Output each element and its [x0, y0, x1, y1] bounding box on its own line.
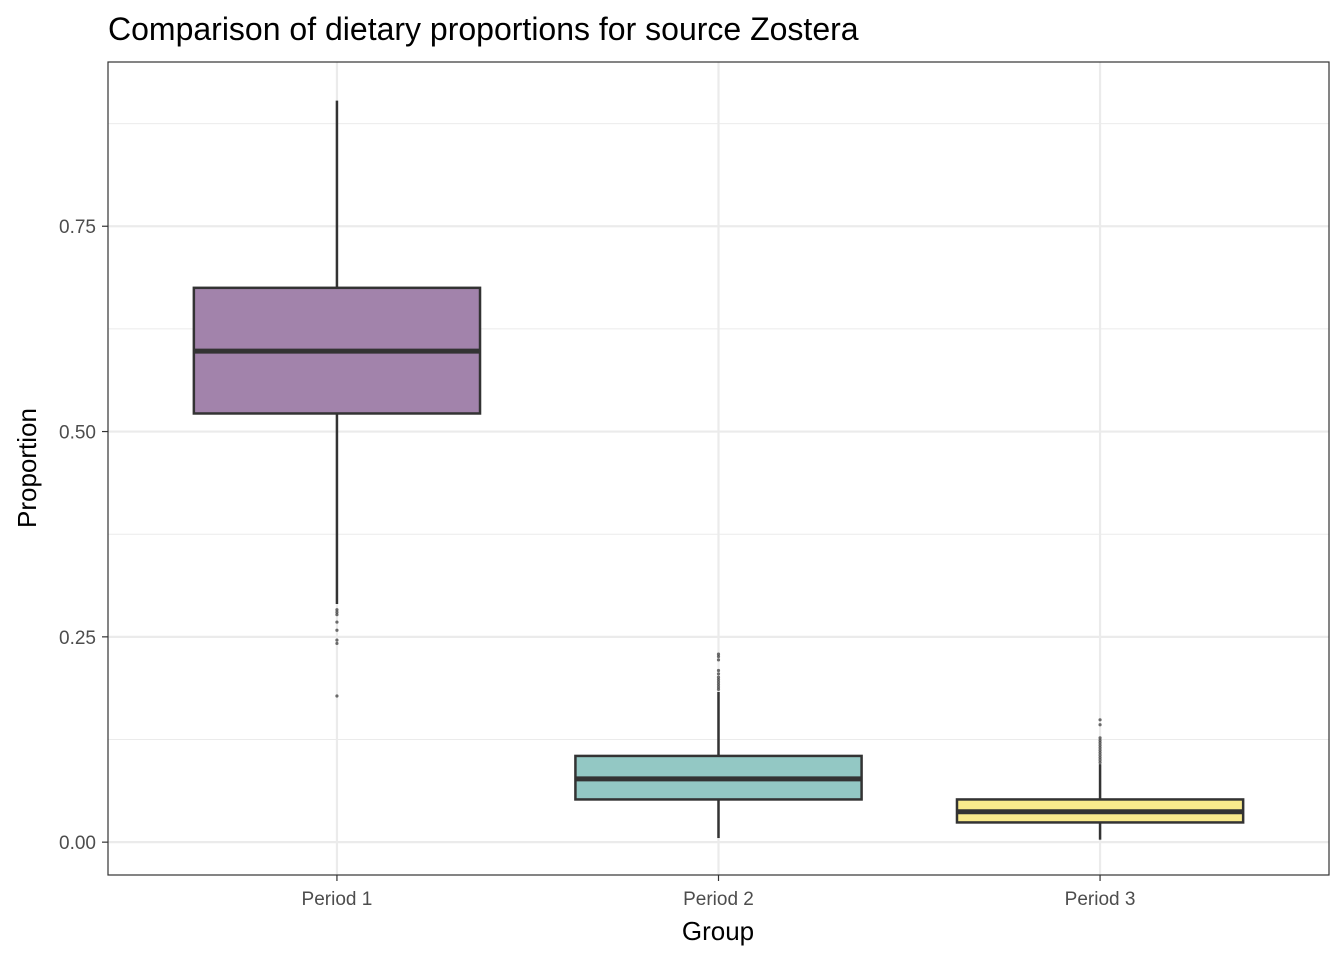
box-layer — [192, 100, 1245, 840]
box-3 — [955, 718, 1245, 840]
outlier-point — [716, 672, 721, 676]
outlier-point — [1098, 736, 1102, 740]
outlier-point — [716, 685, 721, 689]
chart-title: Comparison of dietary proportions for so… — [108, 11, 859, 47]
outlier-point — [716, 675, 721, 679]
outlier-point — [335, 641, 339, 646]
outlier-point — [335, 608, 339, 612]
box-2 — [574, 652, 863, 839]
outlier-point — [716, 654, 721, 659]
outlier-point — [1098, 743, 1102, 747]
y-tick-label: 0.25 — [59, 628, 96, 649]
outlier-point — [1098, 746, 1102, 750]
outlier-point — [1098, 760, 1102, 765]
outlier-point — [1098, 718, 1102, 722]
x-tick-label: Period 1 — [302, 889, 373, 910]
outlier-point — [335, 613, 339, 617]
outlier-point — [716, 682, 721, 687]
outlier-point — [716, 677, 721, 682]
x-tick-label: Period 3 — [1065, 889, 1136, 910]
outlier-point — [1098, 723, 1102, 727]
axis-ticks: 0.00 0.25 0.50 0.75 Period 1 Period 2 Period 3 — [59, 217, 1135, 910]
y-tick-label: 0.50 — [59, 423, 96, 444]
outlier-point — [716, 658, 721, 662]
outlier-point — [335, 628, 339, 632]
outlier-point — [1098, 753, 1102, 757]
y-axis-title: Proportion — [12, 408, 42, 528]
x-axis-title: Group — [682, 916, 754, 946]
outlier-point — [716, 668, 721, 673]
outlier-point — [1098, 751, 1102, 755]
outlier-point — [1098, 741, 1102, 745]
outlier-point — [716, 652, 721, 656]
outlier-point — [335, 620, 339, 624]
outlier-point — [1098, 758, 1102, 762]
outlier-point — [716, 680, 721, 684]
outlier-point — [335, 694, 339, 698]
outlier-point — [1098, 738, 1102, 742]
outlier-point — [335, 638, 339, 642]
outlier-point — [335, 610, 339, 614]
x-tick-label: Period 2 — [683, 889, 754, 910]
y-tick-label: 0.00 — [59, 833, 96, 854]
outlier-point — [1098, 755, 1102, 760]
outlier-point — [1098, 748, 1102, 752]
box-1 — [192, 100, 482, 698]
y-tick-label: 0.75 — [59, 217, 96, 238]
outlier-point — [716, 687, 721, 692]
